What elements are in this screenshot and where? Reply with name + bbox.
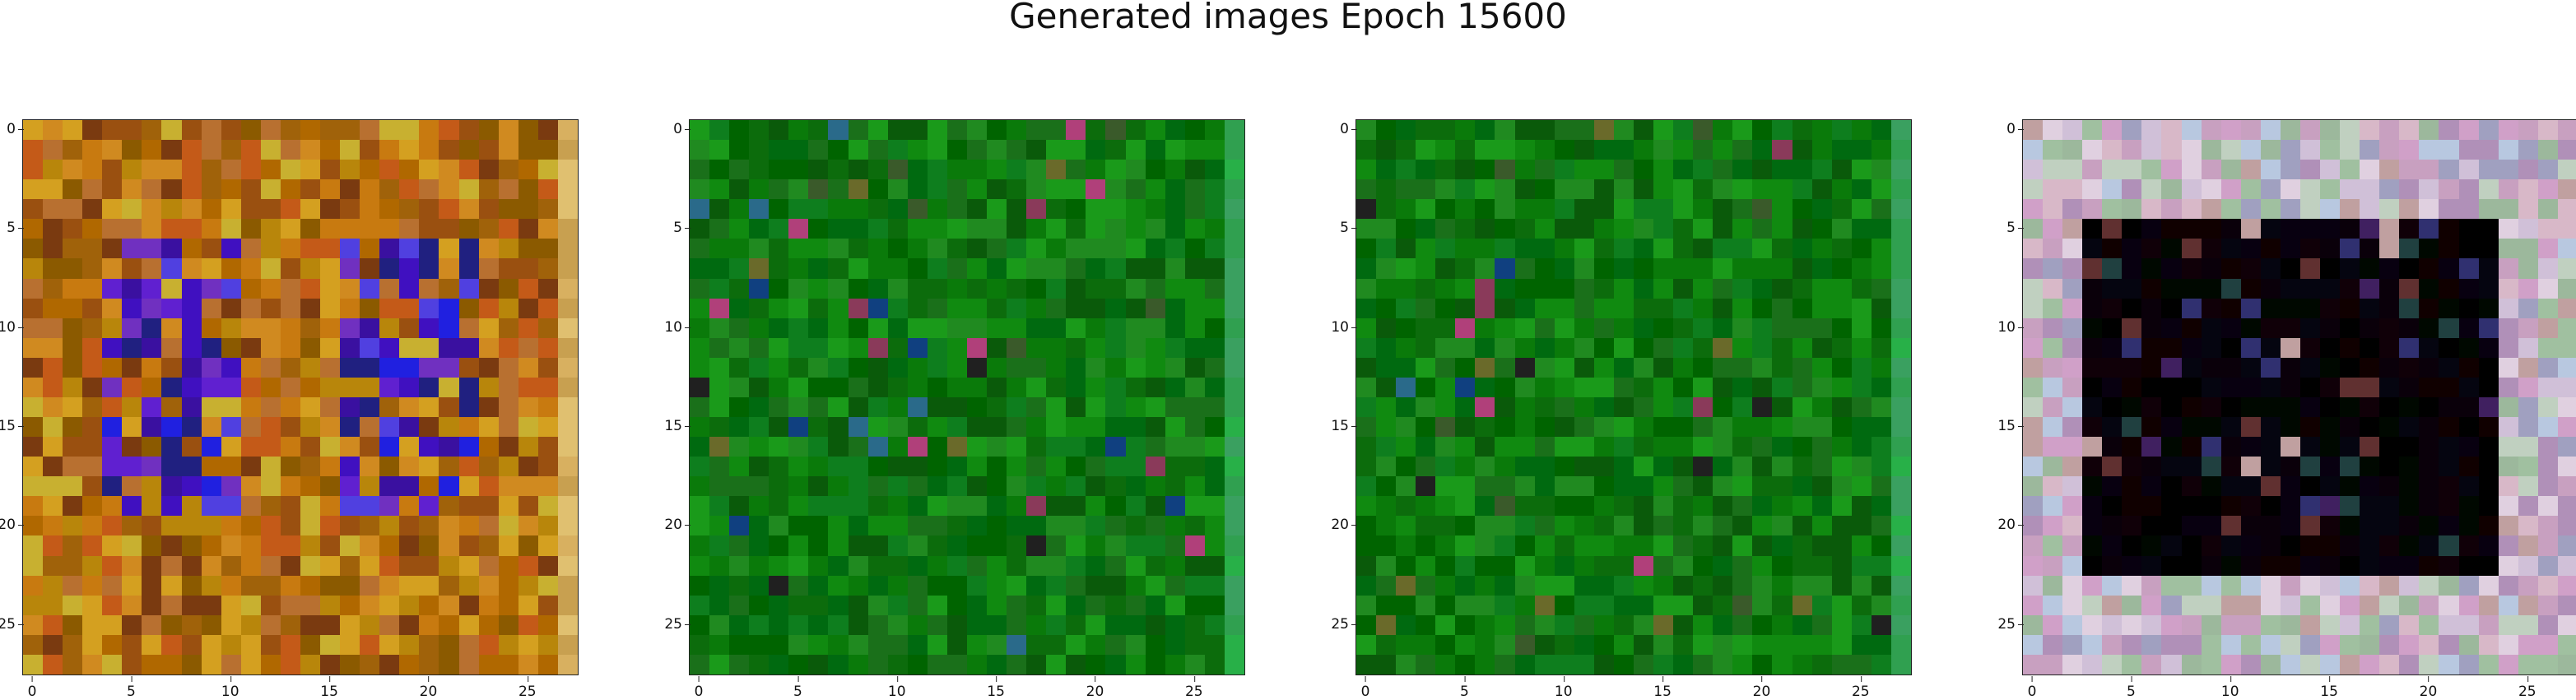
y-tick-label: 20	[1997, 517, 2024, 534]
y-tick-label: 25	[1997, 615, 2024, 633]
y-tick-label: 0	[673, 121, 690, 138]
y-tick-label: 5	[2006, 220, 2024, 237]
x-tick-label: 5	[2126, 676, 2136, 700]
generated-image-2: 0 0 5 5 10 10 15 15 20 20 25 25	[664, 119, 1245, 700]
y-tick-label: 25	[1331, 615, 1357, 633]
x-tick-label: 0	[1360, 676, 1370, 700]
pixel-grid	[22, 119, 579, 675]
x-tick-label: 20	[1752, 676, 1771, 700]
x-tick-label: 0	[2027, 676, 2037, 700]
x-tick-label: 25	[2518, 676, 2536, 700]
y-tick-label: 5	[1340, 220, 1357, 237]
y-tick-label: 25	[0, 616, 24, 633]
generated-image-1: 0 0 5 5 10 10 15 15 20 20 25 25	[0, 119, 579, 700]
y-tick-label: 10	[1997, 318, 2024, 336]
y-tick-label: 5	[673, 220, 690, 237]
y-tick-label: 15	[0, 418, 24, 434]
x-tick-label: 15	[320, 676, 338, 700]
x-tick-label: 10	[887, 676, 906, 700]
x-tick-label: 20	[1086, 676, 1104, 700]
pixel-grid	[1355, 119, 1912, 675]
pixel-grid	[2022, 119, 2576, 675]
x-tick-label: 20	[419, 676, 438, 700]
x-tick-label: 10	[2220, 676, 2239, 700]
x-tick-label: 0	[27, 676, 37, 700]
y-tick-label: 5	[7, 220, 24, 237]
pixel-grid	[689, 119, 1245, 675]
y-tick-label: 15	[664, 418, 690, 435]
y-tick-label: 25	[664, 615, 690, 633]
y-tick-label: 0	[1340, 121, 1357, 138]
y-tick-label: 10	[1331, 318, 1357, 336]
x-tick-label: 0	[694, 676, 704, 700]
generated-image-4: 0 0 5 5 10 10 15 15 20 20 25 25	[1997, 119, 2576, 700]
y-tick-label: 20	[664, 517, 690, 534]
x-tick-label: 25	[1851, 676, 1870, 700]
x-tick-label: 15	[2320, 676, 2338, 700]
x-tick-label: 15	[1653, 676, 1672, 700]
y-tick-label: 10	[0, 319, 24, 336]
y-tick-label: 0	[2006, 121, 2024, 138]
y-tick-label: 15	[1331, 418, 1357, 435]
y-tick-label: 15	[1997, 418, 2024, 435]
x-tick-label: 10	[221, 676, 239, 700]
x-tick-label: 15	[987, 676, 1005, 700]
figure-title: Generated images Epoch 15600	[1009, 0, 1567, 36]
generated-image-3: 0 0 5 5 10 10 15 15 20 20 25 25	[1331, 119, 1912, 700]
y-tick-label: 0	[7, 121, 24, 138]
x-tick-label: 5	[126, 676, 136, 700]
x-tick-label: 20	[2419, 676, 2438, 700]
y-tick-label: 10	[664, 318, 690, 336]
x-tick-label: 25	[518, 676, 537, 700]
x-tick-label: 5	[793, 676, 802, 700]
x-tick-label: 5	[1459, 676, 1469, 700]
x-tick-label: 25	[1184, 676, 1203, 700]
y-tick-label: 20	[0, 517, 24, 533]
y-tick-label: 20	[1331, 517, 1357, 534]
x-tick-label: 10	[1554, 676, 1573, 700]
